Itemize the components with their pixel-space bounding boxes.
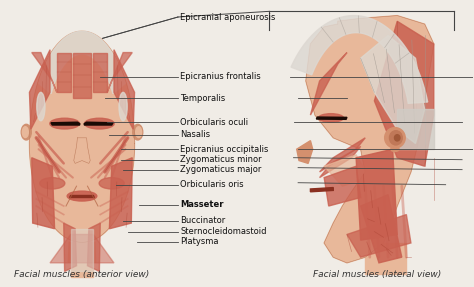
Ellipse shape: [99, 178, 124, 189]
Polygon shape: [70, 195, 94, 197]
Ellipse shape: [21, 124, 31, 140]
Polygon shape: [57, 53, 71, 92]
Polygon shape: [316, 117, 347, 119]
Polygon shape: [109, 158, 132, 229]
Polygon shape: [291, 15, 428, 103]
Ellipse shape: [84, 118, 114, 129]
Polygon shape: [356, 149, 397, 240]
Text: Masseter: Masseter: [180, 200, 224, 209]
Polygon shape: [310, 53, 347, 115]
Polygon shape: [32, 53, 57, 92]
Text: Orbicularis oculi: Orbicularis oculi: [180, 118, 248, 127]
Polygon shape: [365, 243, 406, 274]
Polygon shape: [29, 31, 135, 242]
Ellipse shape: [67, 191, 97, 201]
Ellipse shape: [390, 131, 402, 145]
Ellipse shape: [391, 147, 399, 152]
Text: Facial muscles (anterior view): Facial muscles (anterior view): [14, 269, 150, 278]
Polygon shape: [64, 223, 76, 272]
Text: Orbicularis oris: Orbicularis oris: [180, 180, 244, 189]
Text: Platysma: Platysma: [180, 237, 219, 246]
Polygon shape: [324, 166, 361, 206]
Ellipse shape: [76, 216, 88, 222]
Ellipse shape: [119, 92, 127, 121]
Polygon shape: [50, 234, 114, 263]
Polygon shape: [347, 215, 411, 257]
Polygon shape: [51, 122, 80, 125]
Ellipse shape: [50, 118, 80, 129]
Polygon shape: [397, 109, 434, 149]
Text: Buccinator: Buccinator: [180, 216, 226, 225]
Polygon shape: [107, 53, 132, 92]
Polygon shape: [32, 158, 55, 229]
Ellipse shape: [22, 127, 28, 137]
Text: Epicranius occipitalis: Epicranius occipitalis: [180, 145, 269, 154]
Polygon shape: [71, 261, 93, 277]
Ellipse shape: [37, 92, 45, 121]
Polygon shape: [374, 21, 434, 166]
Ellipse shape: [385, 128, 405, 148]
Polygon shape: [319, 146, 361, 178]
Text: Epicranial aponeurosis: Epicranial aponeurosis: [180, 13, 275, 22]
Polygon shape: [84, 122, 113, 125]
Text: Sternocleidomastoid: Sternocleidomastoid: [180, 227, 267, 236]
Polygon shape: [73, 53, 91, 98]
Polygon shape: [361, 36, 425, 144]
Polygon shape: [68, 242, 96, 262]
Polygon shape: [310, 187, 333, 192]
Ellipse shape: [40, 178, 65, 189]
Text: Zygomaticus major: Zygomaticus major: [180, 165, 262, 174]
Polygon shape: [319, 138, 365, 172]
Polygon shape: [306, 15, 434, 263]
Polygon shape: [361, 195, 402, 263]
Polygon shape: [297, 141, 313, 163]
Polygon shape: [114, 50, 135, 129]
Polygon shape: [324, 155, 370, 186]
Ellipse shape: [136, 127, 142, 137]
Text: Temporalis: Temporalis: [180, 94, 226, 102]
Text: Zygomaticus minor: Zygomaticus minor: [180, 155, 262, 164]
Ellipse shape: [319, 114, 344, 122]
Ellipse shape: [133, 124, 143, 140]
Polygon shape: [29, 50, 50, 129]
Polygon shape: [71, 229, 93, 272]
Text: Facial muscles (lateral view): Facial muscles (lateral view): [312, 269, 441, 278]
Polygon shape: [39, 31, 125, 94]
Polygon shape: [74, 138, 90, 163]
Text: Epicranius frontalis: Epicranius frontalis: [180, 72, 261, 81]
Text: Nasalis: Nasalis: [180, 131, 210, 139]
Ellipse shape: [394, 135, 400, 141]
Polygon shape: [93, 53, 107, 92]
Polygon shape: [88, 223, 100, 272]
